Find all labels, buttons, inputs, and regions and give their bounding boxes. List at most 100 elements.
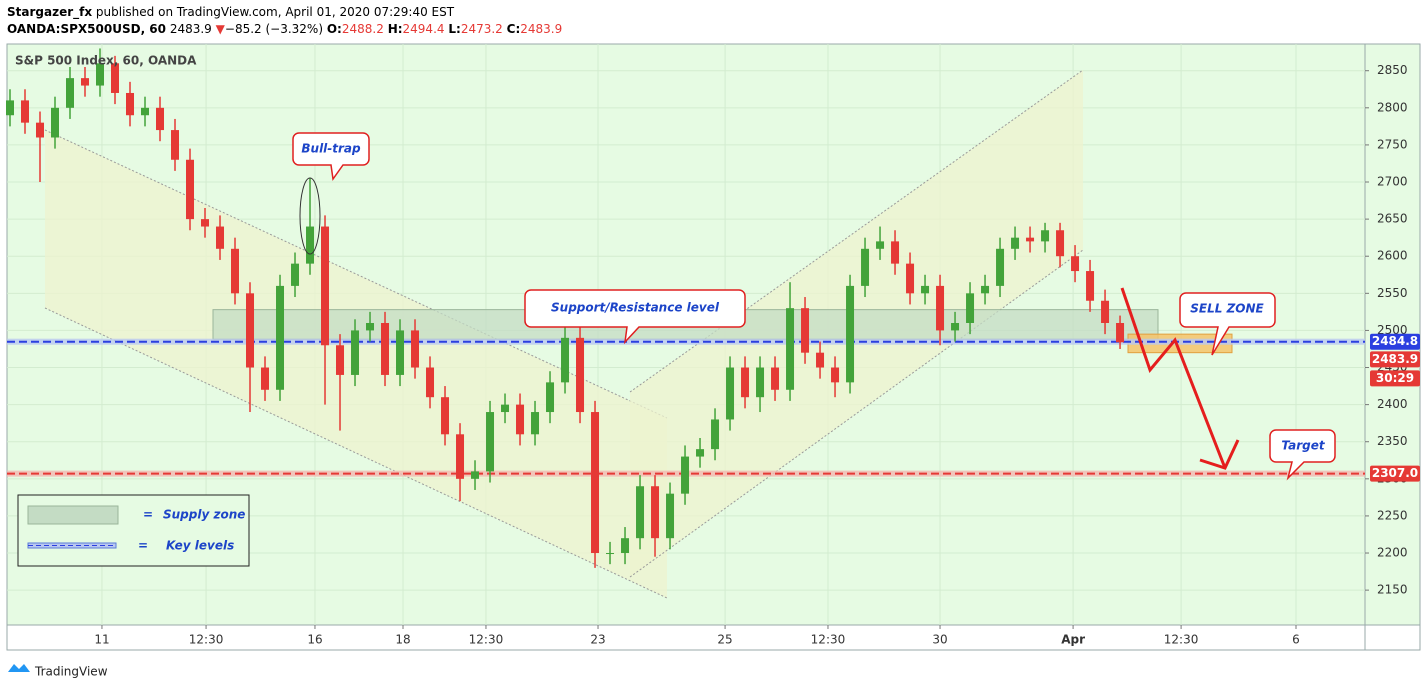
key-level-label-box: [1370, 333, 1420, 350]
candle-body: [651, 486, 660, 539]
candle-body: [381, 322, 390, 375]
candle-body: [741, 367, 750, 398]
candle-body: [111, 63, 120, 93]
x-tick-label: 12:30: [811, 633, 846, 647]
channel-line: [629, 249, 1084, 578]
x-tick-label: 30: [932, 633, 947, 647]
callout: [524, 289, 746, 345]
c-label: C:: [507, 22, 521, 36]
x-tick-label: 12:30: [1164, 633, 1199, 647]
x-tick-label: 11: [94, 633, 109, 647]
candle-body: [801, 308, 810, 353]
target-label: Target: [1281, 439, 1326, 453]
l-label: L:: [448, 22, 460, 36]
axis-layer: 2150220022502300235024002450250025502600…: [94, 63, 1420, 647]
candle-body: [996, 248, 1005, 286]
y-tick-label: 2750: [1377, 137, 1408, 151]
candle-body: [126, 92, 135, 116]
publisher: Stargazer_fx: [7, 5, 92, 20]
high: 2494.4: [403, 22, 445, 36]
x-tick-label: 12:30: [469, 633, 504, 647]
low: 2473.2: [461, 22, 503, 36]
candle-body: [606, 553, 615, 555]
candle-body: [51, 107, 60, 138]
candle-body: [1116, 322, 1125, 343]
candle-body: [441, 397, 450, 435]
tradingview-logo: [8, 664, 30, 672]
bull-trap-ellipse: [299, 177, 321, 255]
candle-body: [36, 122, 45, 138]
candle-body: [1056, 230, 1065, 257]
candle-body: [576, 337, 585, 413]
candle-body: [366, 322, 375, 331]
candle-body: [81, 78, 90, 86]
y-tick-label: 2550: [1377, 286, 1408, 300]
countdown-label: 30:29: [1376, 371, 1414, 385]
candle-body: [921, 285, 930, 294]
legend-supply: Supply zone: [163, 508, 245, 522]
candle-body: [966, 293, 975, 323]
legend-eq: =: [143, 508, 153, 522]
candle-body: [696, 449, 705, 457]
target-level-label: 2307.0: [1372, 466, 1418, 480]
last-price-label-box: [1370, 351, 1420, 368]
candle-body: [186, 159, 195, 220]
candle-body: [621, 538, 630, 554]
candles-layer: [6, 48, 1125, 568]
candle-body: [6, 100, 15, 116]
y-tick-label: 2700: [1377, 175, 1408, 189]
key-level-label: 2484.8: [1372, 334, 1418, 348]
candle-body: [246, 293, 255, 368]
y-tick-label: 2150: [1377, 583, 1408, 597]
candle-body: [501, 404, 510, 413]
candle-body: [396, 330, 405, 375]
candle-body: [1086, 271, 1095, 301]
x-tick-label: 16: [307, 633, 322, 647]
candle-body: [141, 107, 150, 116]
candle-body: [351, 330, 360, 375]
candle-body: [426, 367, 435, 398]
y-tick-label: 2500: [1377, 323, 1408, 337]
candle-body: [726, 367, 735, 420]
y-tick-label: 2850: [1377, 63, 1408, 77]
symbol-line: OANDA:SPX500USD, 60 2483.9 ▼−85.2 (−3.32…: [7, 22, 562, 36]
candle-body: [1011, 237, 1020, 249]
candle-body: [951, 322, 960, 331]
candle-body: [936, 285, 945, 331]
legend-key: Key levels: [166, 539, 234, 553]
bull-trap-label: Bull-trap: [301, 142, 361, 156]
candle-body: [981, 285, 990, 294]
x-tick-label: 12:30: [189, 633, 224, 647]
candle-body: [291, 263, 300, 286]
callout: [292, 132, 370, 181]
close: 2483.9: [520, 22, 562, 36]
candle-body: [231, 248, 240, 294]
candle-body: [261, 367, 270, 390]
o-label: O:: [327, 22, 342, 36]
candle-body: [546, 382, 555, 413]
countdown-label-box: [1370, 370, 1420, 387]
candle-body: [831, 367, 840, 383]
legend-supply-swatch: [27, 505, 119, 525]
x-tick-label: Apr: [1061, 633, 1085, 647]
candle-body: [906, 263, 915, 294]
candle-body: [636, 486, 645, 539]
candle-body: [666, 493, 675, 539]
x-tick-label: 18: [395, 633, 410, 647]
candle-body: [1071, 256, 1080, 272]
candle-body: [201, 219, 210, 227]
sr-label: Support/Resistance level: [551, 301, 720, 315]
callout: [1179, 292, 1276, 356]
open: 2488.2: [342, 22, 384, 36]
x-tick-label: 25: [717, 633, 732, 647]
candle-body: [216, 226, 225, 249]
candle-body: [846, 285, 855, 383]
candle-body: [771, 367, 780, 390]
candle-body: [891, 241, 900, 264]
sell-zone-label: SELL ZONE: [1190, 302, 1264, 316]
candle-body: [171, 130, 180, 160]
y-tick-label: 2600: [1377, 249, 1408, 263]
candle-body: [876, 241, 885, 249]
footer-brand[interactable]: TradingView: [34, 665, 108, 679]
